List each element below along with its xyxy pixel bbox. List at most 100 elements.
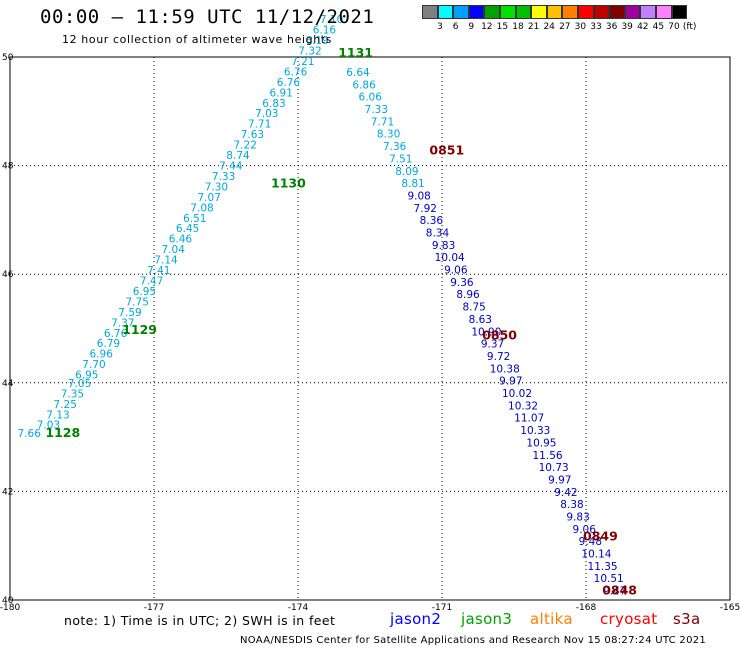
footer-note: note: 1) Time is in UTC; 2) SWH is in fe… [64, 613, 336, 628]
pass-time-label: 0851 [429, 143, 464, 158]
legend-label: 21 [527, 22, 540, 32]
wave-height-label: 7.08 [190, 202, 213, 214]
pass-time-label: 1128 [45, 425, 80, 440]
x-tick-label: -174 [288, 603, 309, 613]
wave-height-label: 9.36 [450, 277, 474, 289]
wave-height-label: 9.83 [566, 511, 589, 523]
wave-height-label: 7.36 [383, 141, 407, 153]
legend-label: 30 [574, 22, 587, 32]
legend-swatch [437, 5, 454, 19]
legend-label: 9 [468, 22, 475, 32]
wave-height-label: 6.76 [277, 77, 301, 89]
wave-height-label: 7.14 [154, 255, 178, 267]
wave-height-label: 6.19 [306, 35, 329, 47]
wave-height-label: 9.72 [487, 351, 510, 363]
x-tick-label: -180 [0, 603, 20, 613]
wave-height-label: 7.03 [255, 108, 278, 120]
legend-swatch [577, 5, 594, 19]
wave-height-label: 6.51 [183, 213, 206, 225]
wave-height-label: 9.06 [573, 524, 597, 536]
pass-time-label: 1129 [122, 322, 157, 337]
legend-swatch [562, 5, 578, 19]
y-tick-label: 50 [2, 53, 14, 63]
legend-label: (ft) [682, 22, 697, 32]
legend-swatch [624, 5, 641, 19]
x-tick-label: -165 [720, 603, 740, 613]
wave-height-label: 7.92 [414, 203, 437, 215]
wave-height-label: 6.16 [313, 25, 337, 37]
legend-label: 18 [512, 22, 524, 32]
wave-height-label: 9.06 [444, 265, 468, 277]
wave-height-label: 8.38 [560, 499, 583, 511]
legend-label: 33 [590, 22, 602, 32]
wave-height-label: 6.96 [90, 349, 114, 361]
wave-height-label: 9.47 [603, 586, 626, 598]
wave-height-label: 6.95 [133, 286, 156, 298]
wave-height-label: 10.04 [435, 252, 465, 264]
wave-height-label: 7.41 [147, 265, 170, 277]
satellite-jason2-label: jason2 [390, 610, 442, 628]
wave-height-label: 11.56 [533, 450, 563, 462]
satellite-cryosat-label: cryosat [600, 610, 658, 628]
legend-swatch [468, 5, 485, 19]
y-tick-label: 48 [2, 162, 14, 172]
satellite-jason3-label: jason3 [461, 610, 513, 628]
legend-swatch [531, 5, 547, 19]
pass-time-label: 0848 [602, 583, 637, 598]
wave-height-label: 7.44 [219, 161, 243, 173]
wave-height-label: 8.75 [462, 302, 485, 314]
wave-height-label: 8.96 [456, 289, 480, 301]
legend-swatch [593, 5, 610, 19]
wave-height-label: 8.74 [226, 150, 250, 162]
wave-height-label: 7.30 [205, 181, 228, 193]
x-tick-label: -177 [144, 603, 164, 613]
satellite-altika-label: altika [530, 610, 573, 628]
legend-swatch [484, 5, 500, 19]
pass-time-label: 1131 [338, 45, 373, 60]
legend-label: 15 [496, 22, 509, 32]
legend-swatch [453, 5, 469, 19]
y-tick-label: 46 [2, 270, 14, 280]
wave-height-label: 9.97 [548, 474, 571, 486]
legend-label: 6 [452, 22, 459, 32]
wave-height-label: 7.47 [140, 275, 163, 287]
wave-height-label: 6.91 [270, 87, 293, 99]
page-subtitle: 12 hour collection of altimeter wave hei… [62, 33, 333, 46]
pass-time-label: 0849 [583, 528, 618, 543]
wave-height-label: 6.76 [284, 66, 308, 78]
legend-label: 12 [481, 22, 493, 32]
wave-height-label: 7.07 [198, 192, 221, 204]
wave-height-label: 11.07 [514, 413, 544, 425]
wave-height-label: 7.71 [248, 119, 271, 131]
wave-height-label: 7.63 [241, 129, 264, 141]
x-tick-label: -171 [432, 603, 452, 613]
wave-height-label: 10.51 [594, 573, 624, 585]
wave-height-label: 10.90 [471, 326, 501, 338]
wave-height-label: 10.95 [526, 437, 556, 449]
wave-height-label: 7.37 [111, 317, 134, 329]
wave-height-label: 10.02 [502, 388, 532, 400]
wave-height-label: 8.81 [401, 178, 424, 190]
y-tick-label: 44 [2, 379, 14, 389]
legend-label: 36 [605, 22, 618, 32]
legend-label: 70 [668, 22, 680, 32]
wave-height-label: 7.21 [291, 56, 314, 68]
wave-height-label: 9.42 [554, 487, 577, 499]
wave-height-label: 7.35 [61, 388, 84, 400]
satellite-s3a-label: s3a [673, 610, 701, 628]
legend-swatch [499, 5, 516, 19]
wave-height-label: 6.76 [104, 328, 128, 340]
legend-label: 24 [543, 22, 555, 32]
legend-swatch [640, 5, 656, 19]
legend-swatch [609, 5, 625, 19]
wave-height-label: 7.75 [126, 296, 149, 308]
wave-height-label: 7.59 [118, 307, 141, 319]
legend-label: 27 [559, 22, 571, 32]
wave-height-label: 9.97 [499, 376, 522, 388]
wave-height-label: 10.38 [490, 363, 520, 375]
wave-height-label: 7.05 [68, 378, 91, 390]
wave-height-label: 8.34 [426, 228, 450, 240]
wave-height-label: 10.32 [508, 400, 538, 412]
pass-time-label: 1130 [271, 175, 306, 190]
